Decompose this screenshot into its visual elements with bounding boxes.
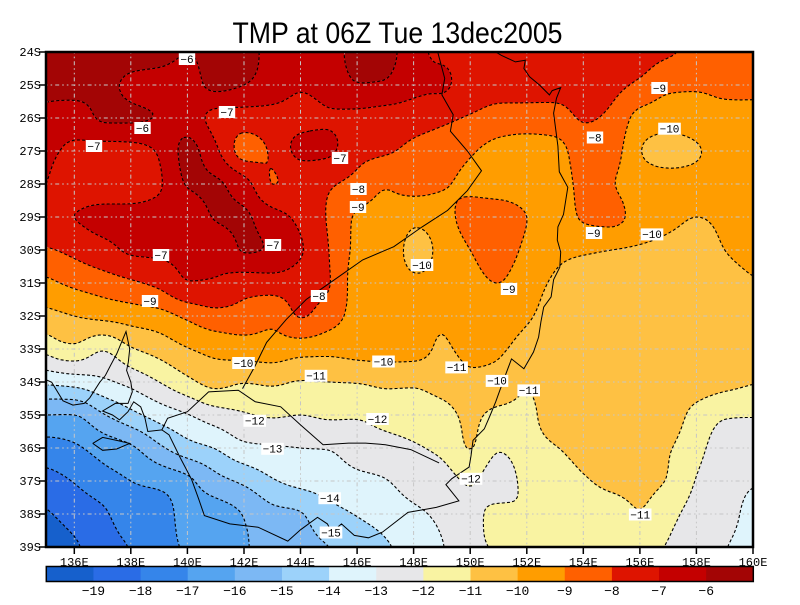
- svg-text:−9: −9: [351, 203, 364, 215]
- svg-text:−9: −9: [502, 285, 515, 297]
- svg-text:−11: −11: [459, 584, 483, 599]
- svg-text:−13: −13: [364, 584, 387, 599]
- svg-text:−6: −6: [136, 124, 149, 136]
- svg-text:34S: 34S: [19, 376, 41, 390]
- svg-text:−10: −10: [506, 584, 529, 599]
- svg-text:30S: 30S: [19, 244, 41, 258]
- svg-text:26S: 26S: [19, 112, 41, 126]
- svg-text:−7: −7: [154, 251, 167, 263]
- svg-text:−7: −7: [87, 142, 100, 154]
- svg-text:−8: −8: [312, 292, 325, 304]
- svg-text:−12: −12: [461, 475, 481, 487]
- svg-text:−7: −7: [266, 241, 279, 253]
- svg-text:−12: −12: [412, 584, 435, 599]
- svg-text:TMP at 06Z Tue 13dec2005: TMP at 06Z Tue 13dec2005: [233, 17, 563, 50]
- svg-text:−10: −10: [642, 230, 662, 242]
- svg-text:28S: 28S: [19, 178, 41, 192]
- svg-text:27S: 27S: [19, 145, 41, 159]
- svg-text:38S: 38S: [19, 508, 41, 522]
- svg-text:−11: −11: [447, 363, 467, 375]
- svg-text:−18: −18: [129, 584, 152, 599]
- svg-text:−7: −7: [333, 154, 346, 166]
- svg-text:−12: −12: [245, 417, 265, 429]
- svg-text:−11: −11: [306, 372, 326, 384]
- svg-text:37S: 37S: [19, 475, 41, 489]
- svg-text:−9: −9: [143, 297, 156, 309]
- svg-text:29S: 29S: [19, 211, 41, 225]
- svg-text:36S: 36S: [19, 442, 41, 456]
- svg-text:−14: −14: [317, 584, 341, 599]
- svg-text:−9: −9: [587, 229, 600, 241]
- svg-text:25S: 25S: [19, 79, 41, 93]
- svg-text:35S: 35S: [19, 409, 41, 423]
- svg-text:−10: −10: [412, 261, 432, 273]
- svg-text:−10: −10: [660, 125, 680, 137]
- svg-text:32S: 32S: [19, 310, 41, 324]
- svg-text:−11: −11: [519, 386, 539, 398]
- svg-text:−13: −13: [263, 445, 283, 457]
- svg-text:39S: 39S: [19, 541, 41, 555]
- svg-text:−9: −9: [653, 84, 666, 96]
- svg-text:−10: −10: [234, 359, 254, 371]
- svg-text:−6: −6: [698, 584, 714, 599]
- svg-text:−10: −10: [374, 357, 394, 369]
- svg-text:33S: 33S: [19, 343, 41, 357]
- svg-text:−10: −10: [487, 377, 507, 389]
- svg-text:−15: −15: [270, 584, 293, 599]
- svg-text:−8: −8: [352, 185, 365, 197]
- svg-text:−19: −19: [82, 584, 105, 599]
- svg-text:24S: 24S: [19, 46, 41, 60]
- svg-text:−7: −7: [651, 584, 667, 599]
- svg-text:−12: −12: [368, 415, 388, 427]
- svg-text:−6: −6: [180, 55, 193, 67]
- svg-text:−9: −9: [557, 584, 573, 599]
- svg-text:−15: −15: [321, 528, 341, 540]
- svg-text:−11: −11: [630, 510, 650, 522]
- svg-text:−7: −7: [220, 108, 233, 120]
- svg-text:31S: 31S: [19, 277, 41, 291]
- svg-text:−8: −8: [604, 584, 620, 599]
- svg-text:−17: −17: [176, 584, 199, 599]
- svg-text:−8: −8: [588, 133, 601, 145]
- svg-text:−14: −14: [320, 494, 340, 506]
- svg-text:−16: −16: [223, 584, 246, 599]
